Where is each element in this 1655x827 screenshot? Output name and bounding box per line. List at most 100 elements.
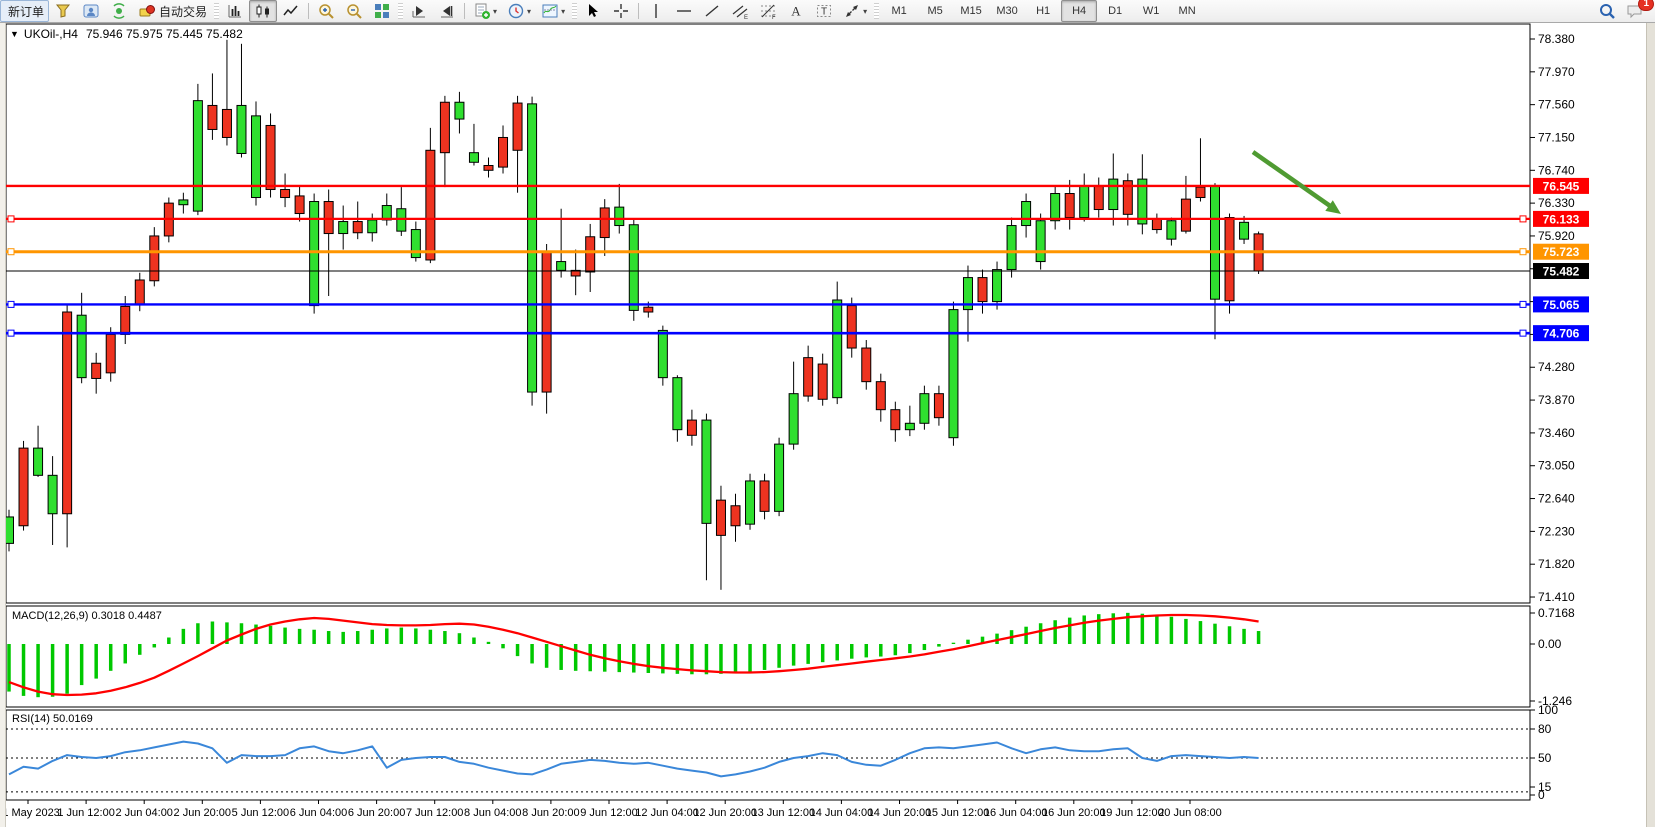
svg-text:80: 80 (1538, 722, 1552, 736)
svg-text:T: T (821, 7, 827, 18)
chart-collapse-icon[interactable]: ▼ (10, 29, 19, 39)
price-axis[interactable]: 78.380 77.970 77.560 77.150 76.740 76.330 75.9… (1530, 32, 1575, 604)
template-icon[interactable]: ▾ (536, 0, 570, 22)
timeframe-button-h1[interactable]: H1 (1036, 5, 1051, 17)
toolbar-separator (638, 3, 640, 19)
svg-text:76.740: 76.740 (1538, 163, 1575, 177)
svg-text:19 Jun 12:00: 19 Jun 12:00 (1100, 807, 1164, 819)
horizontal-price-lines[interactable]: 76.545 76.133 75.723 75.482 75.065 74.706 (6, 177, 1589, 342)
zoom-out-icon[interactable] (340, 0, 368, 22)
vertical-line-icon[interactable] (642, 0, 670, 22)
svg-text:5 Jun 12:00: 5 Jun 12:00 (232, 807, 290, 819)
svg-text:7 Jun 12:00: 7 Jun 12:00 (406, 807, 464, 819)
line-handle[interactable] (7, 215, 15, 223)
new-order-button[interactable]: 新订单 (0, 0, 50, 22)
line-handle[interactable] (7, 300, 15, 308)
timeframe-button-d1[interactable]: D1 (1108, 5, 1123, 17)
svg-text:74.706: 74.706 (1543, 327, 1580, 341)
chart-ohlc-values: 75.946 75.975 75.445 75.482 (85, 27, 243, 41)
window-left-edge (0, 22, 6, 827)
navigator-icon[interactable] (77, 0, 105, 22)
crosshair-icon[interactable] (607, 0, 635, 22)
period-selector-icon[interactable]: ▾ (502, 0, 536, 22)
timeframe-button-m15[interactable]: M15 (960, 5, 982, 17)
market-watch-icon[interactable] (49, 0, 77, 22)
svg-text:73.460: 73.460 (1538, 426, 1575, 440)
svg-text:12 Jun 04:00: 12 Jun 04:00 (635, 807, 699, 819)
svg-text:9 Jun 12:00: 9 Jun 12:00 (580, 807, 638, 819)
rsi-panel[interactable]: RSI(14) 50.0169 100 80 50 150 (6, 703, 1558, 802)
svg-text:6 Jun 20:00: 6 Jun 20:00 (348, 807, 406, 819)
search-icon[interactable] (1593, 0, 1621, 22)
bar-chart-icon[interactable] (221, 0, 249, 22)
window-right-edge (1646, 22, 1655, 827)
svg-text:6 Jun 04:00: 6 Jun 04:00 (290, 807, 348, 819)
fibonacci-icon[interactable]: F (754, 0, 782, 22)
toolbar-grip (874, 3, 880, 19)
arrows-icon[interactable]: ▾ (838, 0, 872, 22)
svg-text:76.133: 76.133 (1543, 212, 1580, 226)
toolbar-separator (308, 3, 310, 19)
new-chart-icon[interactable]: ▾ (468, 0, 502, 22)
text-icon[interactable]: A (782, 0, 810, 22)
timeframe-button-m30[interactable]: M30 (996, 5, 1018, 17)
svg-text:14 Jun 20:00: 14 Jun 20:00 (868, 807, 932, 819)
svg-text:0.00: 0.00 (1538, 637, 1562, 651)
text-label-icon[interactable]: T (810, 0, 838, 22)
equidistant-channel-icon[interactable]: E (726, 0, 754, 22)
notification-badge: 1 (1638, 0, 1654, 11)
svg-text:20 Jun 08:00: 20 Jun 08:00 (1158, 807, 1222, 819)
svg-text:E: E (744, 15, 748, 20)
svg-text:71.820: 71.820 (1538, 557, 1575, 571)
data-feed-icon[interactable] (105, 0, 133, 22)
svg-text:15 Jun 12:00: 15 Jun 12:00 (926, 807, 990, 819)
svg-text:78.380: 78.380 (1538, 32, 1575, 46)
horizontal-line-icon[interactable] (670, 0, 698, 22)
svg-text:76.545: 76.545 (1543, 179, 1580, 193)
chevron-down-icon: ▾ (863, 6, 868, 16)
svg-text:A: A (791, 4, 801, 19)
line-handle[interactable] (7, 329, 15, 337)
zoom-in-icon[interactable] (312, 0, 340, 22)
tile-windows-icon[interactable] (368, 0, 396, 22)
timeframe-button-h4[interactable]: H4 (1061, 0, 1098, 22)
chart-shift-icon[interactable] (433, 0, 461, 22)
trendline-icon[interactable] (698, 0, 726, 22)
macd-panel[interactable]: MACD(12,26,9) 0.3018 0.4487 0.7168 0.00 -1.… (7, 606, 1575, 708)
chat-icon[interactable]: 1 (1621, 0, 1654, 22)
svg-text:72.640: 72.640 (1538, 492, 1575, 506)
line-handle[interactable] (7, 248, 15, 256)
line-handle[interactable] (1519, 300, 1527, 308)
svg-text:8 Jun 20:00: 8 Jun 20:00 (522, 807, 580, 819)
autotrading-button[interactable]: 自动交易 (133, 0, 212, 22)
svg-text:2 Jun 04:00: 2 Jun 04:00 (115, 807, 173, 819)
toolbar-grip (572, 3, 578, 19)
rsi-label: RSI(14) 50.0169 (12, 713, 93, 725)
svg-text:16 Jun 20:00: 16 Jun 20:00 (1042, 807, 1106, 819)
line-chart-icon[interactable] (277, 0, 305, 22)
svg-text:100: 100 (1538, 703, 1558, 717)
svg-text:73.870: 73.870 (1538, 393, 1575, 407)
timeframe-button-m5[interactable]: M5 (927, 5, 943, 17)
auto-scroll-icon[interactable] (405, 0, 433, 22)
candlestick-chart-icon[interactable] (249, 0, 278, 22)
chart-symbol-period: UKOil-,H4 (23, 27, 78, 41)
annotation-arrow[interactable] (1251, 150, 1341, 214)
line-handle[interactable] (1519, 248, 1527, 256)
timeframe-button-mn[interactable]: MN (1178, 5, 1196, 17)
toolbar-separator (464, 3, 466, 19)
svg-text:77.970: 77.970 (1538, 65, 1575, 79)
cursor-icon[interactable] (579, 0, 607, 22)
svg-text:50: 50 (1538, 751, 1552, 765)
svg-text:75.920: 75.920 (1538, 229, 1575, 243)
timeframe-button-m1[interactable]: M1 (891, 5, 907, 17)
svg-text:77.150: 77.150 (1538, 130, 1575, 144)
chevron-down-icon: ▾ (527, 6, 532, 16)
line-handle[interactable] (1519, 215, 1527, 223)
line-handle[interactable] (1519, 329, 1527, 337)
timeframe-button-w1[interactable]: W1 (1142, 5, 1160, 17)
toolbar-grip (214, 3, 220, 19)
